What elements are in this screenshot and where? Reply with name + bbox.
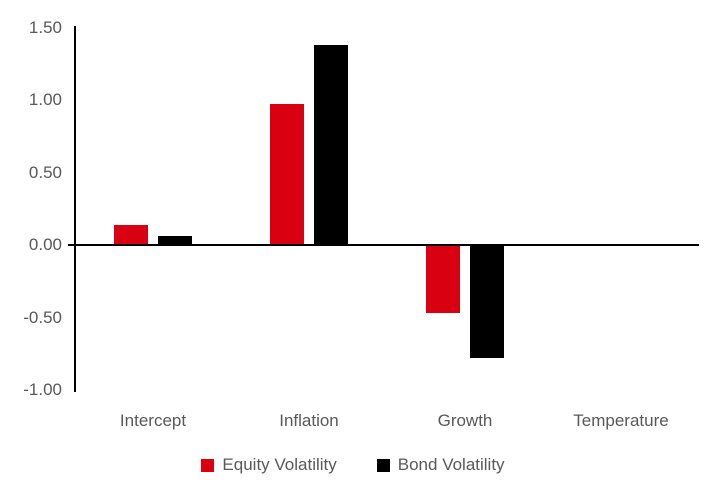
bar-equity-volatility-inflation [270,104,304,245]
y-tick-label--1-00: -1.00 [23,380,62,399]
y-axis-line [74,26,76,392]
y-tick-label-1-00: 1.00 [28,90,62,109]
bar-equity-volatility-growth [426,245,460,313]
legend-swatch-equity-volatility [201,458,215,472]
y-tick-label-0-00: 0.00 [28,235,62,254]
legend-label-bond-volatility: Bond Volatility [397,455,505,474]
y-tick-label-0-50: 0.50 [28,162,62,182]
chart-legend: Equity Volatility Bond Volatility [0,455,706,475]
legend-item-bond-volatility: Bond Volatility [376,455,505,475]
y-tick-label-1-50: 1.50 [28,17,62,37]
x-category-label-intercept: Intercept [119,411,187,430]
x-category-label-temperature: Temperature [573,411,669,430]
legend-swatch-bond-volatility [376,458,390,472]
x-axis-line [68,244,699,246]
x-category-label-inflation: Inflation [279,411,339,430]
y-tick-label--0-50: -0.50 [23,307,62,327]
bar-bond-volatility-inflation [314,45,348,245]
legend-item-equity-volatility: Equity Volatility [201,455,337,475]
bar-bond-volatility-intercept [158,236,192,245]
x-category-label-growth: Growth [437,411,493,430]
legend-label-equity-volatility: Equity Volatility [222,455,337,474]
bar-equity-volatility-intercept [114,225,148,245]
bar-bond-volatility-growth [470,245,504,358]
